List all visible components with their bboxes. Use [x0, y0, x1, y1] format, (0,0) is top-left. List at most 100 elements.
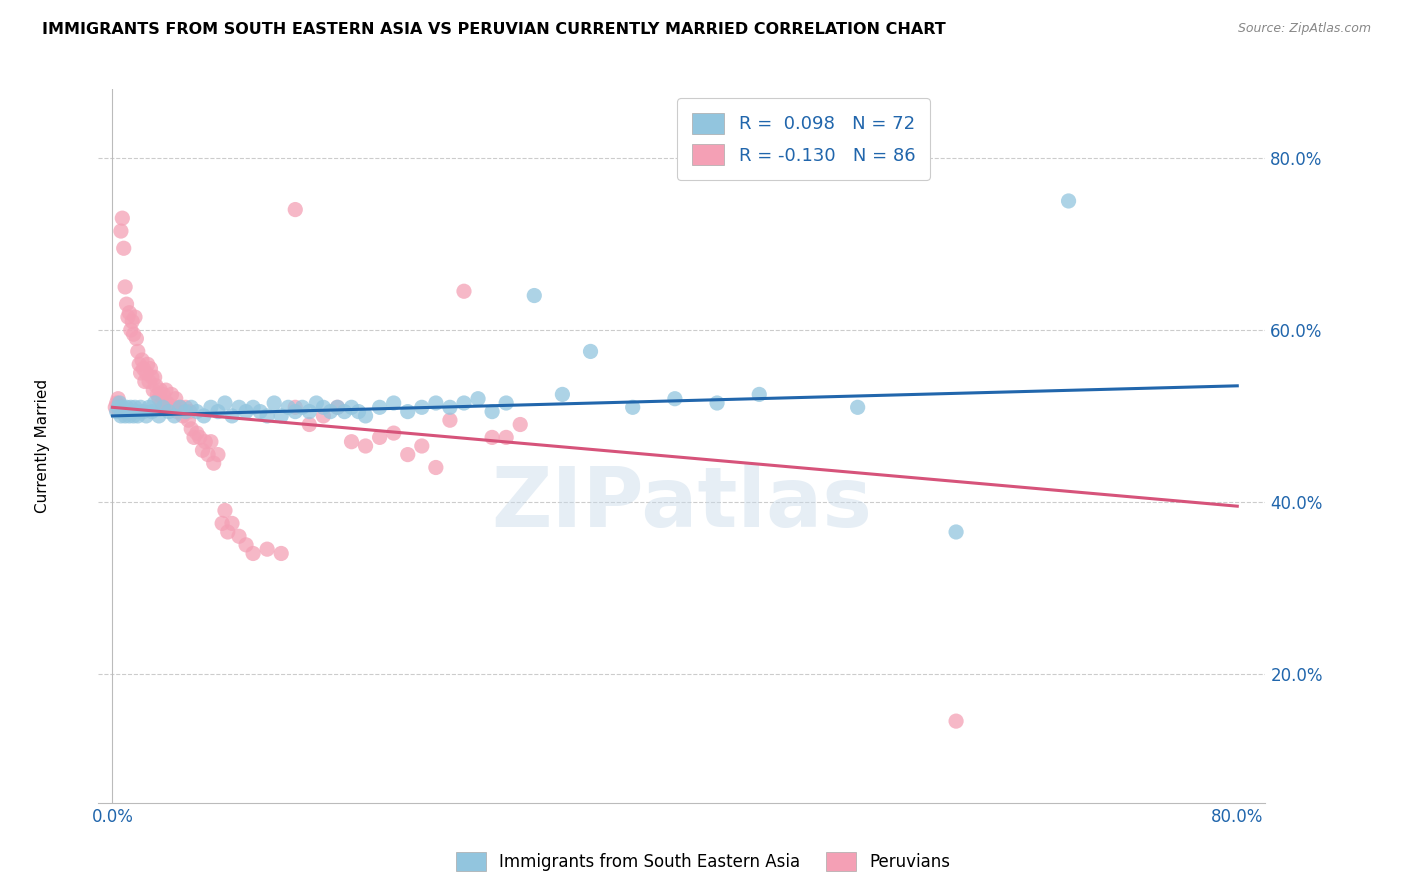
Point	[150, 396, 173, 410]
Text: ZIPatlas: ZIPatlas	[492, 463, 872, 543]
Point	[495, 430, 517, 444]
Point	[312, 401, 335, 415]
Point	[340, 401, 363, 415]
Point	[235, 404, 257, 418]
Legend: Immigrants from South Eastern Asia, Peruvians: Immigrants from South Eastern Asia, Peru…	[447, 843, 959, 880]
Point	[193, 409, 215, 423]
Point	[105, 404, 128, 418]
Point	[312, 409, 335, 423]
Point	[214, 503, 236, 517]
Point	[111, 401, 134, 415]
Point	[333, 404, 356, 418]
Point	[453, 285, 475, 299]
Point	[221, 409, 243, 423]
Point	[174, 401, 197, 415]
Point	[621, 401, 644, 415]
Point	[152, 401, 174, 415]
Point	[129, 401, 152, 415]
Point	[128, 357, 150, 371]
Point	[202, 456, 225, 470]
Point	[270, 546, 292, 560]
Point	[579, 344, 602, 359]
Point	[1057, 194, 1080, 208]
Point	[122, 409, 145, 423]
Point	[166, 404, 188, 418]
Point	[180, 401, 202, 415]
Point	[152, 387, 174, 401]
Point	[228, 529, 250, 543]
Point	[186, 426, 208, 441]
Point	[368, 401, 391, 415]
Point	[197, 448, 219, 462]
Point	[120, 323, 142, 337]
Text: Source: ZipAtlas.com: Source: ZipAtlas.com	[1237, 22, 1371, 36]
Point	[382, 426, 405, 441]
Point	[207, 404, 229, 418]
Point	[124, 401, 146, 415]
Point	[120, 401, 142, 415]
Point	[439, 413, 461, 427]
Point	[163, 409, 186, 423]
Point	[118, 306, 141, 320]
Point	[453, 396, 475, 410]
Point	[132, 404, 155, 418]
Point	[242, 546, 264, 560]
Point	[115, 401, 138, 415]
Point	[177, 413, 200, 427]
Point	[135, 366, 157, 380]
Point	[121, 404, 143, 418]
Point	[148, 409, 170, 423]
Point	[125, 332, 148, 346]
Point	[217, 524, 239, 539]
Point	[291, 401, 314, 415]
Point	[112, 404, 135, 418]
Point	[156, 396, 179, 410]
Point	[118, 409, 141, 423]
Point	[153, 401, 176, 415]
Point	[270, 409, 292, 423]
Point	[481, 404, 503, 418]
Point	[340, 434, 363, 449]
Point	[945, 714, 967, 728]
Point	[396, 448, 419, 462]
Point	[481, 430, 503, 444]
Point	[194, 434, 217, 449]
Point	[242, 401, 264, 415]
Point	[396, 404, 419, 418]
Point	[748, 387, 770, 401]
Point	[249, 404, 271, 418]
Point	[146, 387, 169, 401]
Point	[142, 383, 165, 397]
Point	[141, 404, 163, 418]
Point	[180, 422, 202, 436]
Point	[139, 361, 162, 376]
Point	[108, 401, 131, 415]
Point	[110, 409, 132, 423]
Point	[125, 404, 148, 418]
Point	[124, 310, 146, 324]
Point	[235, 538, 257, 552]
Point	[284, 401, 307, 415]
Point	[191, 443, 214, 458]
Point	[127, 344, 149, 359]
Point	[411, 439, 433, 453]
Point	[145, 379, 167, 393]
Point	[136, 357, 159, 371]
Point	[163, 401, 186, 415]
Point	[115, 297, 138, 311]
Point	[107, 392, 129, 406]
Point	[467, 392, 489, 406]
Point	[298, 404, 321, 418]
Point	[425, 396, 447, 410]
Point	[129, 366, 152, 380]
Point	[706, 396, 728, 410]
Point	[354, 439, 377, 453]
Point	[117, 310, 139, 324]
Point	[110, 224, 132, 238]
Point	[523, 288, 546, 302]
Point	[143, 370, 166, 384]
Point	[214, 396, 236, 410]
Point	[221, 516, 243, 531]
Point	[945, 524, 967, 539]
Point	[200, 401, 222, 415]
